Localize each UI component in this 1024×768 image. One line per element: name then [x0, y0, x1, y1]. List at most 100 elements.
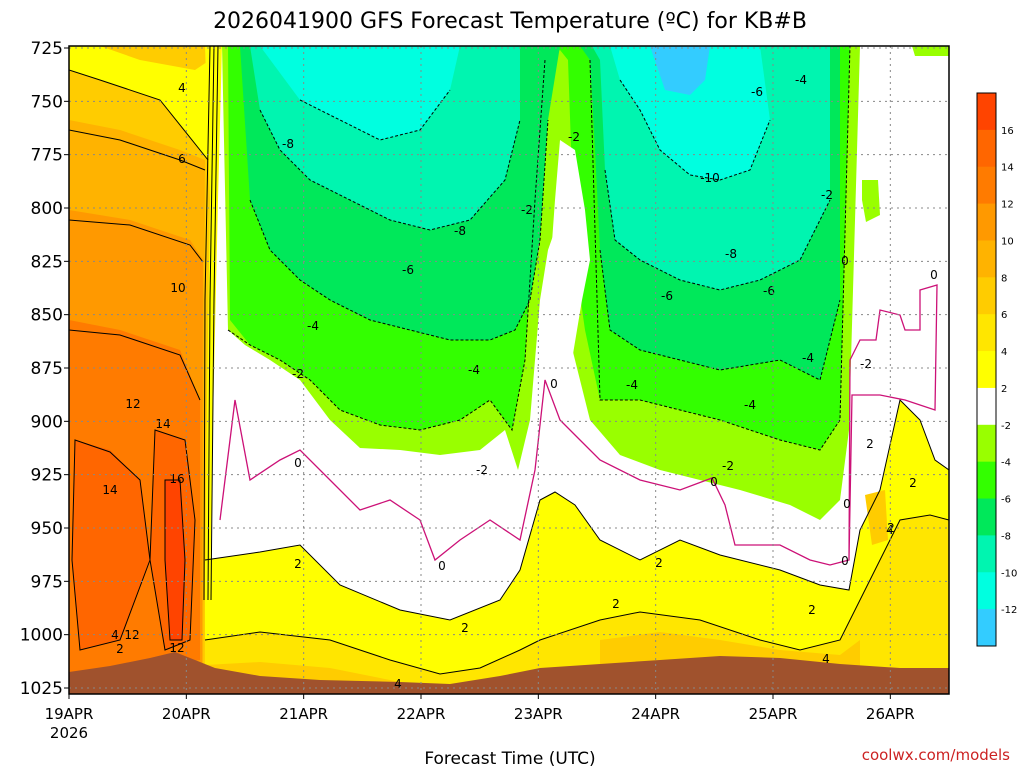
- contour-label: -10: [700, 171, 720, 185]
- contour-label: -2: [821, 188, 833, 202]
- contour-label: 0: [438, 559, 446, 573]
- contour-label: -4: [802, 351, 814, 365]
- y-tick-label: 750: [31, 92, 63, 112]
- colorbar-swatch: [977, 535, 996, 573]
- x-tick-label: 26APR: [866, 705, 915, 723]
- colorbar-swatch: [977, 609, 996, 647]
- colorbar: 16 14 12 10 8 6 4 2 -2 -4 -6 -8 -10 -12: [976, 92, 1017, 647]
- colorbar-swatch: [977, 351, 996, 389]
- contour-label: 0: [550, 377, 558, 391]
- contour-label: -8: [282, 137, 294, 151]
- contour-label: -8: [454, 224, 466, 238]
- contour-line-14: [71, 439, 151, 651]
- y-axis: 725 750 775 800 825 850 875 900 925 950 975 1000 102…: [20, 39, 69, 699]
- contour-label: -4: [307, 319, 319, 333]
- x-tick-label: 24APR: [631, 705, 680, 723]
- contour-label: 0: [294, 456, 302, 470]
- contour-label: 0: [710, 475, 718, 489]
- contour-label: -6: [763, 284, 775, 298]
- contour-label: 14: [155, 417, 170, 431]
- low-fill-2: [205, 400, 949, 694]
- contour-label: -2: [860, 357, 872, 371]
- contour-line-12: [69, 329, 201, 401]
- colorbar-swatch: [977, 314, 996, 352]
- contour-label: -6: [751, 85, 763, 99]
- colorbar-tick-label: -6: [1001, 495, 1011, 506]
- contour-label: 2: [461, 621, 469, 635]
- contour-label: 2: [612, 597, 620, 611]
- contour-label: 4: [886, 523, 894, 537]
- contour-label: -2: [521, 203, 533, 217]
- contour-label: -4: [626, 378, 638, 392]
- y-tick-label: 725: [31, 39, 63, 59]
- contour-labels: 4 6 10 12 14 14 16 12 12 -8 -8 -6 -4 -2 0 -2 -4 -2 0 -2 -4 -6…: [102, 73, 937, 691]
- contour-label: 4: [394, 677, 402, 691]
- contour-label: 2: [116, 642, 124, 656]
- colorbar-tick-label: -12: [1001, 605, 1017, 616]
- colorbar-swatch: [977, 387, 996, 426]
- gridlines: [69, 46, 949, 694]
- y-tick-label: 1025: [20, 679, 63, 699]
- zero-contour-line: [219, 284, 938, 566]
- y-tick-label: 775: [31, 146, 63, 166]
- plot-fills: [69, 46, 949, 694]
- colorbar-tick-label: -2: [1001, 421, 1011, 432]
- y-tick-label: 950: [31, 519, 63, 539]
- contour-line-neg8: [259, 109, 831, 291]
- contour-label: 0: [843, 497, 851, 511]
- contour-label: 14: [102, 483, 117, 497]
- colorbar-swatch: [977, 203, 996, 241]
- contour-label: 2: [808, 603, 816, 617]
- terrain: [69, 652, 949, 694]
- x-year-label: 2026: [50, 724, 88, 742]
- contour-line-low-4: [204, 514, 949, 675]
- contour-label: 4: [178, 81, 186, 95]
- contour-label: -2: [722, 459, 734, 473]
- y-tick-label: 850: [31, 306, 63, 326]
- y-tick-label: 900: [31, 412, 63, 432]
- contour-lines: [69, 46, 949, 675]
- contour-label: 0: [841, 254, 849, 268]
- colorbar-tick-label: 2: [1001, 384, 1007, 395]
- contour-line-low-2: [204, 399, 949, 621]
- colorbar-swatch: [977, 424, 996, 463]
- contour-label: 12: [125, 397, 140, 411]
- cold-fill-10: [260, 46, 460, 140]
- x-axis: 19APR 20APR 21APR 22APR 23APR 24APR 25APR 26APR: [45, 694, 915, 723]
- contour-label: 4: [111, 628, 119, 642]
- contour-label: 0: [930, 268, 938, 282]
- colorbar-tick-label: 16: [1001, 126, 1014, 137]
- colorbar-tick-label: 14: [1001, 163, 1014, 174]
- contour-label: 2: [866, 437, 874, 451]
- contour-label: -4: [744, 398, 756, 412]
- contour-label: -6: [402, 263, 414, 277]
- x-tick-label: 20APR: [162, 705, 211, 723]
- cold-fill-10b: [610, 46, 770, 180]
- y-tick-label: 975: [31, 572, 63, 592]
- contour-label: -6: [661, 289, 673, 303]
- x-tick-label: 23APR: [514, 705, 563, 723]
- y-tick-label: 925: [31, 466, 63, 486]
- contour-label: 12: [124, 628, 139, 642]
- chart-title: 2026041900 GFS Forecast Temperature (ºC)…: [213, 9, 807, 34]
- contour-label: -4: [795, 73, 807, 87]
- contour-line-14b: [149, 429, 196, 651]
- contour-line-16: [164, 479, 186, 641]
- x-tick-label: 25APR: [749, 705, 798, 723]
- contour-label: 16: [169, 472, 184, 486]
- colorbar-tick-label: 6: [1001, 310, 1007, 321]
- blob-green2: [912, 46, 949, 56]
- x-tick-label: 21APR: [279, 705, 328, 723]
- colorbar-tick-label: 4: [1001, 347, 1007, 358]
- colorbar-swatch: [977, 277, 996, 315]
- contour-label: -2: [292, 367, 304, 381]
- contour-line-6: [69, 129, 206, 171]
- colorbar-swatch: [977, 498, 996, 536]
- warm-fill-16: [165, 480, 185, 640]
- contour-label: -2: [476, 463, 488, 477]
- warm-fill-14: [72, 440, 150, 650]
- credit-text: coolwx.com/models: [862, 746, 1010, 764]
- colorbar-frame: [976, 92, 997, 647]
- low-fill-6c: [865, 490, 888, 545]
- negative-contours: [227, 46, 851, 451]
